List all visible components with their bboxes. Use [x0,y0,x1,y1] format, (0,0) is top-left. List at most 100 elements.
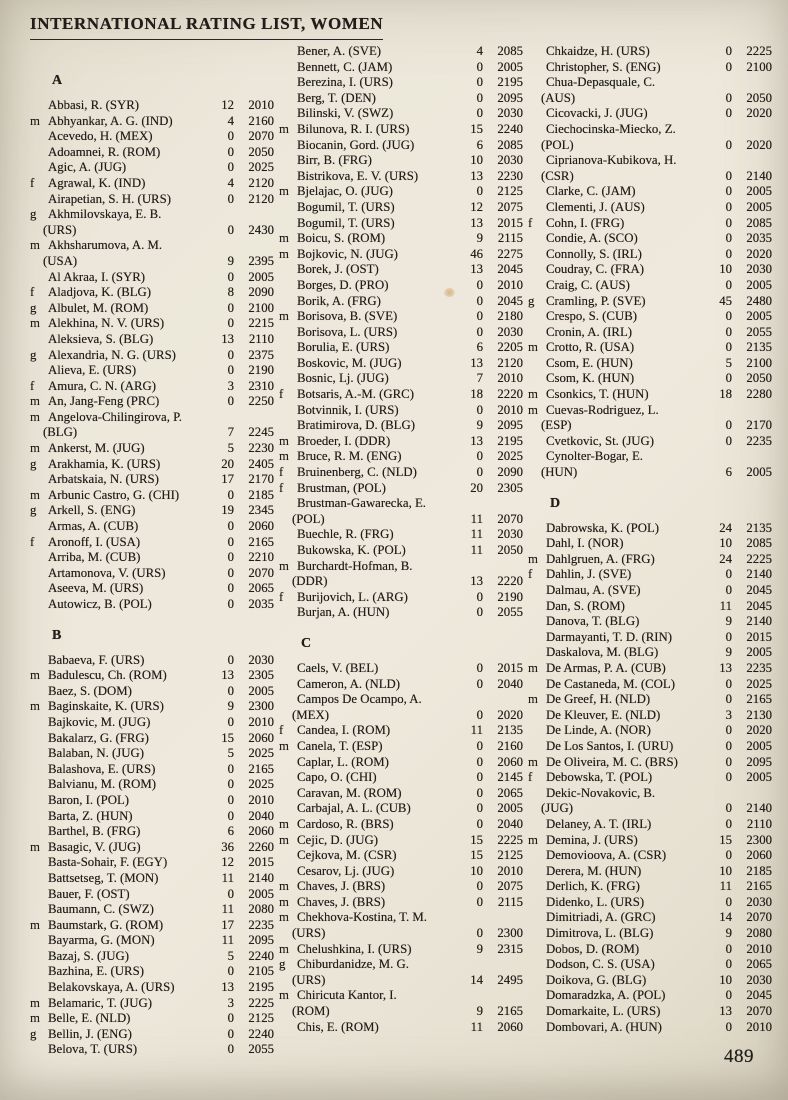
rating-entry: Airapetian, S. H. (URS) 0 2120 [30,192,274,208]
games-count: 9 [476,941,483,956]
games-count: 0 [227,363,234,378]
player-name: Dalmau, A. (SVE) [546,583,641,597]
rating-value: 2010 [746,941,772,956]
rating-entry: Aseeva, M. (URS) 0 2065 [30,581,274,597]
player-name: Dahlgruen, A. (FRG) [546,551,655,566]
rating-value: 2235 [248,917,274,932]
rating-value: 2045 [497,262,523,277]
player-name: Bogumil, T. (URS) [297,199,395,214]
games-count: 9 [725,926,732,941]
player-name: Burjan, A. (HUN) [297,605,390,620]
games-count: 15 [470,832,483,847]
games-count: 0 [227,144,234,159]
rating-entry: Derera, M. (HUN) 10 2185 [528,864,772,880]
player-name: Craig, C. (AUS) [546,277,630,292]
rating-value: 2005 [746,465,772,480]
rating-entry: f Agrawal, K. (IND) 4 2120 [30,176,274,192]
rating-value: 2095 [248,933,274,948]
rating-value: 2005 [497,59,523,74]
rating-value: 2040 [497,816,523,831]
player-name: Delaney, A. T. (IRL) [546,816,652,831]
rating-entry: Dombovari, A. (HUN) 0 2010 [528,1020,772,1036]
title-flag: m [528,692,538,707]
rating-value: 2160 [497,738,523,753]
rating-entry: Bennett, C. (JAM) 0 2005 [279,60,523,76]
paper-stain [444,288,455,297]
title-flag: g [528,293,535,308]
player-name: De Armas, P. A. (CUB) [546,660,666,675]
games-count: 11 [221,933,234,948]
rating-value: 2010 [248,714,274,729]
games-count: 0 [725,676,732,691]
rating-value: 2280 [746,387,772,402]
rating-entry: Bilinski, V. (SWZ) 0 2030 [279,106,523,122]
rating-entry: Delaney, A. T. (IRL) 0 2110 [528,817,772,833]
rating-entry: m Demina, J. (URS) 15 2300 [528,833,772,849]
rating-value: 2060 [746,848,772,863]
rating-entry: m Belamaric, T. (JUG) 3 2225 [30,996,274,1012]
player-federation: (HUN) [541,465,578,480]
games-count: 0 [476,465,483,480]
rating-entry: Chua-Depasquale, C. (AUS) 0 2050 [528,75,772,106]
rating-entry: f Aladjova, K. (BLG) 8 2090 [30,285,274,301]
games-count: 15 [470,848,483,863]
player-name: Bellin, J. (ENG) [48,1026,132,1041]
rating-value: 2125 [248,1011,274,1026]
rating-value: 2140 [746,567,772,582]
player-name: Babaeva, F. (URS) [48,652,145,667]
rating-value: 2185 [746,863,772,878]
rating-value: 2345 [248,503,274,518]
rating-value: 2005 [746,309,772,324]
games-count: 0 [725,816,732,831]
rating-entry: Bazhina, E. (URS) 0 2105 [30,964,274,980]
rating-value: 2240 [248,1026,274,1041]
player-name: Berezina, I. (URS) [297,75,393,90]
title-flag: g [30,300,37,315]
games-count: 8 [227,285,234,300]
title-flag: f [528,215,533,230]
rating-entry: f Bruinenberg, C. (NLD) 0 2090 [279,465,523,481]
rating-value: 2005 [248,886,274,901]
rating-entry: Birr, B. (FRG) 10 2030 [279,153,523,169]
player-name: Artamonova, V. (URS) [48,565,166,580]
rating-entry: g Cramling, P. (SVE) 45 2480 [528,294,772,310]
rating-value: 2085 [746,215,772,230]
rating-entry: Balashova, E. (URS) 0 2165 [30,762,274,778]
rating-entry: Bakalarz, G. (FRG) 15 2060 [30,731,274,747]
rating-entry: Bogumil, T. (URS) 12 2075 [279,200,523,216]
rating-entry: g Arkell, S. (ENG) 19 2345 [30,503,274,519]
player-name: Crotto, R. (USA) [546,340,635,355]
rating-value: 2165 [497,1004,523,1019]
rating-entry: m Abhyankar, A. G. (IND) 4 2160 [30,114,274,130]
rating-entry: Bosnic, Lj. (JUG) 7 2010 [279,371,523,387]
rating-entry: m Akhsharumova, A. M. (USA) 9 2395 [30,238,274,269]
rating-entry: m Chiricuta Kantor, I. (ROM) 9 2165 [279,988,523,1019]
title-flag: m [279,309,289,324]
title-flag: m [30,441,40,456]
games-count: 6 [725,465,732,480]
player-name: Autowicz, B. (POL) [48,597,152,611]
games-count: 46 [470,246,483,261]
player-name: Agic, A. (JUG) [48,160,127,175]
games-count: 19 [221,503,234,518]
player-name: Angelova-Chilingirova, P. [48,409,182,424]
title-flag: m [30,409,40,424]
title-flag: m [279,231,289,246]
title-flag: m [279,121,289,136]
player-name: Bogumil, T. (URS) [297,215,395,230]
player-name: Carbajal, A. L. (CUB) [297,801,411,816]
rating-entry: Bazaj, S. (JUG) 5 2240 [30,949,274,965]
rating-value: 2010 [248,792,274,807]
games-count: 0 [476,676,483,691]
games-count: 6 [476,137,483,152]
games-count: 13 [470,168,483,183]
title-flag: m [279,558,289,573]
rating-value: 2055 [746,324,772,339]
rating-value: 2035 [248,597,274,611]
games-count: 11 [719,598,732,613]
rating-entry: De Los Santos, I. (URU) 0 2005 [528,739,772,755]
rating-value: 2080 [746,926,772,941]
rating-value: 2260 [248,839,274,854]
player-name: Candea, I. (ROM) [297,723,391,738]
player-name: Cameron, A. (NLD) [297,676,401,691]
